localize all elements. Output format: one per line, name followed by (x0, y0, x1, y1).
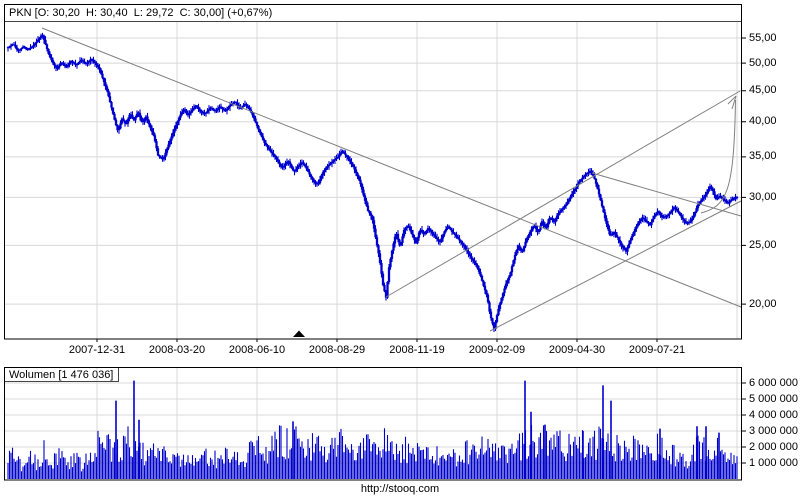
event-marker-triangle (293, 330, 305, 337)
uptrend-channel-upper (385, 90, 741, 298)
price-ytick-label: 25,00 (749, 238, 777, 251)
date-tick-label: 2008-11-19 (389, 344, 445, 356)
date-tick-label: 2008-03-20 (148, 344, 206, 356)
date-tick-label: 2009-07-21 (628, 344, 686, 356)
footer-url: http://stooq.com (360, 483, 440, 495)
downtrend-minor (591, 172, 742, 217)
projection-arrowhead (731, 95, 737, 110)
volume-ytick-label: 3 000 000 (749, 424, 798, 437)
price-ytick-label: 50,00 (749, 56, 777, 69)
price-ytick-label: 35,00 (749, 150, 777, 163)
volume-ytick-label: 2 000 000 (749, 440, 798, 453)
volume-ytick-label: 4 000 000 (749, 408, 798, 421)
volume-ytick-label: 5 000 000 (749, 392, 798, 405)
volume-bars (7, 424, 738, 479)
price-ytick-label: 20,00 (749, 297, 777, 310)
date-tick-label: 2008-08-29 (308, 344, 366, 356)
volume-spikes (115, 380, 720, 479)
volume-chart-title: Wolumen [1 476 036] (9, 369, 114, 381)
axis-ticks (96, 37, 746, 464)
price-candle-wicks (7, 32, 738, 332)
price-panel-border (4, 4, 742, 340)
uptrend-channel-lower (489, 200, 742, 332)
price-ytick-label: 45,00 (749, 84, 777, 97)
price-ytick-label: 40,00 (749, 115, 777, 128)
price-ytick-label: 55,00 (749, 31, 777, 44)
price-ytick-label: 30,00 (749, 190, 777, 203)
downtrend-major (41, 27, 742, 308)
date-tick-label: 2009-04-30 (548, 344, 606, 356)
projection-arrow (700, 99, 736, 214)
date-tick-label: 2009-02-09 (468, 344, 526, 356)
volume-title-box (5, 368, 119, 382)
volume-ytick-label: 6 000 000 (749, 376, 798, 389)
date-tick-label: 2007-12-31 (68, 344, 126, 356)
price-candle-bodies (6, 35, 739, 329)
date-tick-label: 2008-06-10 (228, 344, 286, 356)
volume-ytick-label: 1 000 000 (749, 456, 798, 469)
price-chart-title: PKN [O: 30,20 H: 30,40 L: 29,72 C: 30,00… (9, 7, 273, 19)
projection-arrowhead (727, 95, 737, 105)
volume-panel-border (4, 367, 742, 481)
